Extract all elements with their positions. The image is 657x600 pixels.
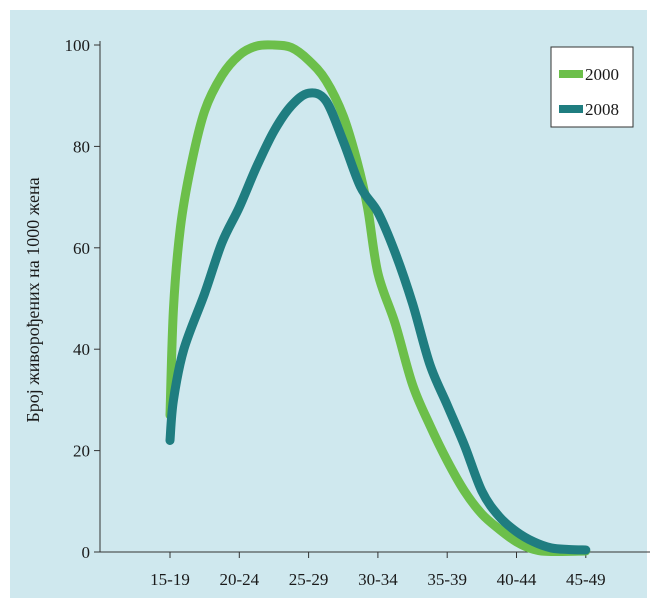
- legend-label-2008: 2008: [585, 100, 619, 119]
- x-tick-label: 30-34: [358, 570, 398, 589]
- y-tick-label: 40: [73, 340, 90, 359]
- legend-swatch-2008: [559, 105, 583, 113]
- series-line-2000: [165, 40, 591, 557]
- legend-swatch-2000: [559, 70, 583, 78]
- y-tick-label: 60: [73, 239, 90, 258]
- legend-label-2000: 2000: [585, 65, 619, 84]
- y-tick-label: 100: [65, 36, 91, 55]
- y-tick-label: 20: [73, 442, 90, 461]
- y-tick-label: 0: [82, 543, 91, 562]
- x-tick-label: 35-39: [427, 570, 467, 589]
- x-tick-label: 25-29: [289, 570, 329, 589]
- x-tick-label: 15-19: [150, 570, 190, 589]
- y-tick-label: 80: [73, 137, 90, 156]
- y-axis-label: Број живорођених на 1000 жена: [23, 177, 43, 422]
- legend-box: [550, 46, 634, 128]
- x-tick-label: 40-44: [497, 570, 537, 589]
- series-line-2008: [165, 88, 591, 555]
- x-tick-label: 20-24: [219, 570, 259, 589]
- x-tick-label: 45-49: [566, 570, 606, 589]
